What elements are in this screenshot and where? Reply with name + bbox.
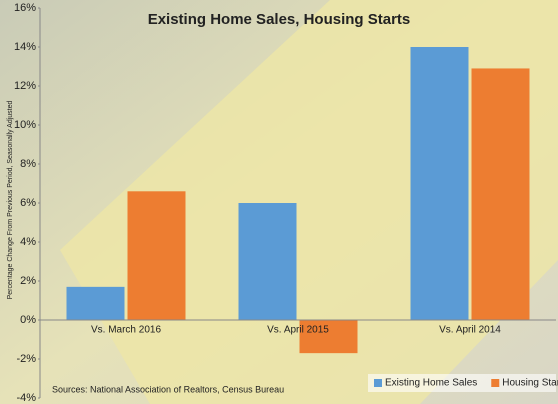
y-tick-label: 14% — [14, 41, 36, 53]
bar — [66, 286, 125, 320]
x-tick-label: Vs. April 2015 — [267, 325, 329, 336]
bar — [299, 320, 358, 354]
source-note: Sources: National Association of Realtor… — [52, 384, 284, 394]
legend-box — [368, 374, 556, 392]
legend-swatch — [491, 379, 500, 387]
y-axis-label: Percentage Change From Previous Period, … — [7, 100, 14, 299]
y-tick-label: -4% — [16, 392, 36, 404]
y-tick-label: 16% — [14, 2, 36, 14]
y-tick-label: 4% — [20, 236, 36, 248]
x-tick-label: Vs. April 2014 — [439, 325, 501, 336]
y-tick-label: 6% — [20, 197, 36, 209]
bar — [238, 203, 297, 320]
y-tick-label: 8% — [20, 158, 36, 170]
legend-swatch — [374, 379, 382, 387]
y-tick-label: 10% — [14, 119, 36, 131]
bar — [410, 47, 469, 320]
y-tick-label: 0% — [20, 314, 36, 326]
y-tick-label: 12% — [14, 80, 36, 92]
legend-label: Housing Starts — [502, 378, 558, 389]
y-tick-label: 2% — [20, 275, 36, 287]
chart-title: Existing Home Sales, Housing Starts — [148, 11, 411, 28]
bar — [127, 191, 186, 320]
bar — [471, 68, 530, 320]
legend-label: Existing Home Sales — [385, 378, 477, 389]
y-tick-label: -2% — [16, 353, 36, 365]
x-tick-label: Vs. March 2016 — [91, 325, 161, 336]
